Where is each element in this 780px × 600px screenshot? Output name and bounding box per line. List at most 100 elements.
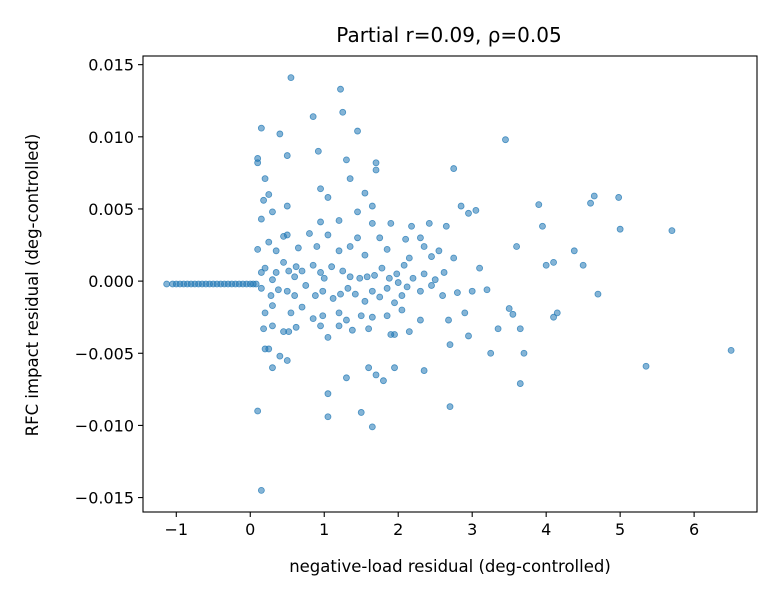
scatter-point	[343, 156, 350, 164]
scatter-point	[642, 362, 650, 370]
scatter-point	[283, 152, 291, 159]
scatter-point	[594, 290, 602, 298]
scatter-point	[465, 332, 472, 340]
x-axis-label: negative-load residual (deg-controlled)	[289, 557, 611, 576]
scatter-point	[417, 316, 424, 324]
scatter-point	[516, 380, 524, 387]
scatter-point	[509, 310, 517, 318]
scatter-point	[368, 423, 376, 431]
scatter-point	[393, 270, 401, 278]
scatter-point	[361, 251, 369, 259]
scatter-point	[163, 280, 171, 288]
scatter-point	[317, 218, 324, 226]
scatter-point	[260, 196, 267, 204]
scatter-point	[291, 292, 299, 299]
scatter-point	[354, 127, 361, 135]
scatter-point	[494, 325, 502, 333]
scatter-point	[391, 364, 398, 372]
scatter-point	[269, 276, 276, 284]
y-tick-label: 0.010	[88, 128, 134, 147]
scatter-point	[487, 349, 495, 357]
scatter-point	[354, 234, 361, 242]
scatter-point	[265, 191, 273, 198]
scatter-point	[294, 244, 302, 252]
scatter-point	[298, 267, 306, 275]
scatter-point	[420, 367, 428, 374]
scatter-point	[405, 328, 413, 336]
y-axis-label: RFC impact residual (deg-controlled)	[23, 134, 42, 437]
scatter-point	[269, 364, 276, 372]
scatter-point	[445, 316, 452, 324]
scatter-point	[365, 364, 373, 372]
scatter-point	[513, 243, 520, 250]
scatter-point	[306, 230, 313, 237]
scatter-point	[468, 287, 476, 295]
scatter-point	[356, 274, 364, 282]
y-tick-label: −0.015	[75, 489, 134, 508]
scatter-point	[378, 264, 386, 272]
scatter-point	[461, 309, 469, 317]
scatter-point	[319, 312, 327, 320]
scatter-point	[252, 280, 260, 288]
scatter-point	[615, 194, 623, 201]
scatter-point	[276, 130, 284, 138]
scatter-point	[317, 322, 324, 330]
scatter-point	[324, 413, 332, 421]
scatter-point	[446, 341, 454, 349]
y-axis: −0.015 −0.010 −0.005 0.000 0.005 0.010 0.015	[75, 56, 143, 508]
scatter-point	[579, 261, 587, 269]
scatter-point	[309, 261, 317, 269]
scatter-point	[368, 219, 376, 227]
scatter-point	[402, 235, 410, 243]
scatter-point	[283, 287, 291, 295]
scatter-point	[261, 309, 269, 317]
scatter-point	[335, 247, 343, 255]
scatter-point	[280, 258, 287, 266]
scatter-point	[254, 159, 262, 167]
scatter-point	[431, 276, 439, 284]
scatter-point	[391, 331, 398, 338]
scatter-point	[553, 309, 561, 317]
scatter-point	[309, 113, 317, 121]
scatter-point	[387, 219, 395, 227]
scatter-point	[450, 254, 458, 262]
scatter-point	[261, 264, 269, 272]
scatter-point	[346, 273, 354, 281]
scatter-point	[339, 267, 347, 275]
scatter-point	[590, 192, 598, 200]
scatter-point	[324, 390, 332, 398]
scatter-point	[317, 269, 324, 276]
scatter-point	[727, 346, 735, 354]
scatter-point	[516, 325, 524, 333]
scatter-point	[269, 322, 276, 330]
scatter-point	[272, 269, 280, 276]
y-tick-label: −0.005	[75, 344, 134, 363]
scatter-point	[254, 245, 262, 253]
x-tick-label: 5	[615, 520, 625, 539]
scatter-point	[254, 407, 262, 415]
scatter-point	[314, 147, 322, 155]
scatter-point	[337, 85, 344, 93]
scatter-point	[324, 333, 332, 341]
scatter-point	[274, 286, 282, 294]
scatter-point	[309, 315, 317, 323]
scatter-point	[361, 189, 369, 197]
scatter-point	[335, 322, 343, 330]
scatter-point	[403, 283, 411, 291]
y-tick-label: 0.015	[88, 56, 134, 75]
scatter-point	[335, 217, 343, 224]
scatter-point	[476, 264, 483, 272]
scatter-point	[283, 357, 291, 364]
scatter-point	[363, 273, 371, 281]
scatter-point	[465, 209, 472, 217]
scatter-point	[351, 290, 359, 298]
scatter-point	[298, 303, 306, 311]
scatter-point	[376, 293, 384, 301]
scatter-point	[368, 287, 376, 295]
scatter-point	[357, 409, 365, 416]
scatter-point	[320, 274, 328, 282]
x-tick-label: 4	[541, 520, 551, 539]
scatter-point	[616, 225, 624, 233]
scatter-point	[372, 159, 380, 167]
